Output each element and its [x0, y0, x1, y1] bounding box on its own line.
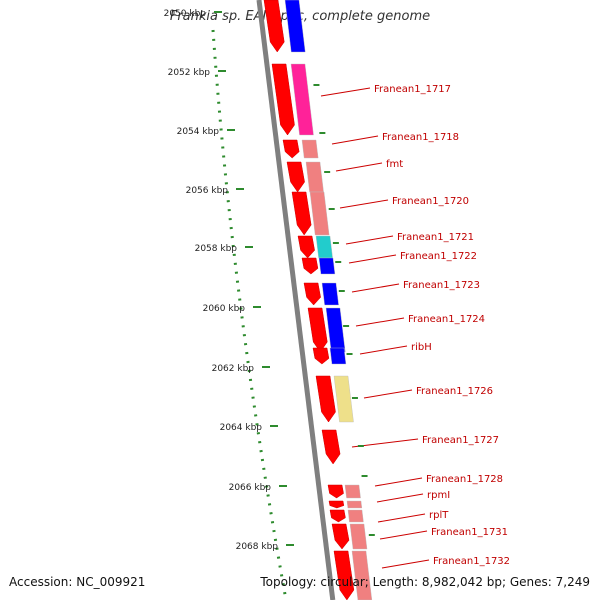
gene-label: Franean1_1721 — [397, 232, 474, 243]
ruler-label: 2056 kbp — [186, 186, 229, 196]
cog-box — [344, 484, 361, 499]
cds-arrow — [286, 161, 305, 193]
genome-summary: Topology: circular; Length: 8,982,042 bp… — [260, 575, 590, 589]
cog-box — [347, 509, 364, 523]
ruler-label: 2058 kbp — [195, 244, 238, 254]
gene-label: Franean1_1718 — [382, 132, 459, 143]
cds-arrow — [297, 235, 315, 259]
gene-leader — [355, 317, 405, 327]
cog-box — [305, 161, 324, 193]
cog-box — [329, 347, 347, 365]
gene-leader — [379, 530, 428, 540]
cds-arrow — [303, 282, 321, 306]
ruler-label: 2064 kbp — [220, 423, 263, 433]
cds-arrow — [331, 523, 350, 550]
gene-label: Franean1_1722 — [400, 251, 477, 262]
accession-label: Accession: NC_009921 — [9, 575, 146, 589]
gene-leader — [331, 135, 379, 145]
gene-label: rplT — [429, 510, 449, 521]
cog-box — [290, 63, 314, 136]
ruler-label: 2050 kbp — [164, 9, 207, 19]
cds-arrow — [307, 307, 328, 353]
cog-box — [284, 0, 306, 53]
gene-label: Franean1_1728 — [426, 474, 503, 485]
gene-leader — [335, 162, 383, 172]
ruler-label: 2054 kbp — [177, 127, 220, 137]
gene-leader — [374, 477, 423, 487]
cog-box — [325, 307, 346, 353]
gene-label: Franean1_1727 — [422, 435, 499, 446]
gene-leader — [377, 513, 426, 523]
gene-label: Franean1_1731 — [431, 527, 508, 538]
cog-box — [318, 257, 336, 275]
cds-arrow — [315, 375, 336, 423]
cog-box — [315, 235, 333, 259]
gene-label: Franean1_1732 — [433, 556, 510, 567]
gene-label: Franean1_1717 — [374, 84, 451, 95]
cog-box — [321, 282, 339, 306]
gene-leader — [376, 493, 424, 503]
cog-box — [333, 375, 354, 423]
cds-arrow — [327, 484, 344, 499]
ruler-label: 2052 kbp — [168, 68, 211, 78]
gene-label: fmt — [386, 159, 403, 170]
cog-box — [351, 550, 373, 600]
cds-arrow — [291, 191, 312, 236]
gene-leader — [320, 87, 371, 97]
ruler-label: 2060 kbp — [203, 304, 246, 314]
gene-leader — [339, 199, 389, 209]
cds-arrow — [312, 347, 330, 365]
gene-label: Franean1_1724 — [408, 314, 485, 325]
gene-leader — [363, 389, 413, 399]
cds-arrow — [271, 63, 295, 136]
gene-label: Franean1_1723 — [403, 280, 480, 291]
cds-arrow — [301, 257, 319, 275]
gene-leader — [348, 254, 397, 264]
cds-arrow — [282, 139, 300, 159]
cds-arrow — [321, 429, 341, 465]
gene-label: rpmI — [427, 490, 450, 501]
gene-leader — [351, 283, 400, 293]
gene-leader — [359, 345, 408, 355]
ruler-label: 2068 kbp — [236, 542, 279, 552]
gene-label: Franean1_1720 — [392, 196, 469, 207]
gene-leader — [381, 559, 430, 569]
cog-box — [309, 191, 330, 236]
cds-arrow — [328, 500, 345, 509]
cds-arrow — [263, 0, 285, 53]
gene-label: Franean1_1726 — [416, 386, 493, 397]
cds-arrow — [329, 509, 346, 523]
ruler-label: 2066 kbp — [229, 483, 272, 493]
gene-label: ribH — [411, 342, 432, 353]
gene-leader — [345, 235, 394, 245]
cog-box — [301, 139, 319, 159]
cog-box — [349, 523, 368, 550]
ruler-label: 2062 kbp — [212, 364, 255, 374]
cds-arrow — [333, 550, 355, 600]
cog-box — [346, 500, 363, 509]
genome-backbone — [256, 0, 336, 600]
